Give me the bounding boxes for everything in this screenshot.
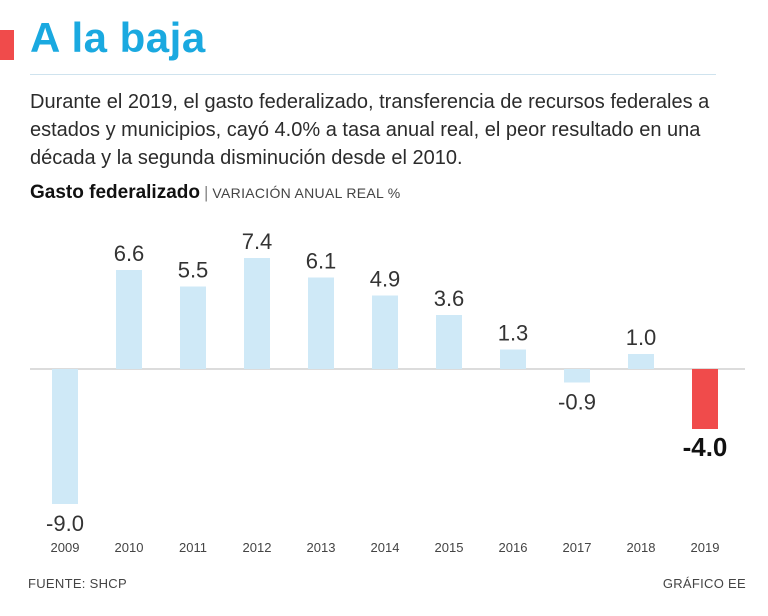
source-note: FUENTE: SHCP	[28, 576, 127, 591]
bar-2019	[692, 369, 718, 429]
value-label-2011: 5.5	[178, 258, 209, 283]
bar-2017	[564, 369, 590, 383]
year-label-2013: 2013	[307, 540, 336, 555]
value-label-2016: 1.3	[498, 321, 529, 346]
year-label-2017: 2017	[563, 540, 592, 555]
bar-2009	[52, 369, 78, 504]
bar-2015	[436, 315, 462, 369]
title-divider	[30, 74, 716, 75]
value-label-2017: -0.9	[558, 390, 596, 415]
year-label-2015: 2015	[435, 540, 464, 555]
bar-2012	[244, 258, 270, 369]
year-label-2014: 2014	[371, 540, 400, 555]
credit-note: GRÁFICO EE	[662, 576, 746, 591]
heading-separator: |	[204, 183, 209, 202]
year-label-2012: 2012	[243, 540, 272, 555]
year-label-2011: 2011	[179, 540, 207, 555]
year-label-2016: 2016	[499, 540, 528, 555]
accent-bar	[0, 30, 14, 60]
value-label-2015: 3.6	[434, 286, 465, 311]
page-title: A la baja	[30, 14, 206, 61]
value-label-2012: 7.4	[242, 229, 273, 254]
year-label-2019: 2019	[691, 540, 720, 555]
bar-2014	[372, 295, 398, 369]
value-label-2018: 1.0	[626, 325, 657, 350]
year-label-2009: 2009	[51, 540, 80, 555]
value-label-2009: -9.0	[46, 511, 84, 536]
year-label-2018: 2018	[627, 540, 656, 555]
bar-2018	[628, 354, 654, 369]
bar-2016	[500, 349, 526, 369]
year-label-2010: 2010	[115, 540, 144, 555]
chart-unit-label: VARIACIÓN ANUAL REAL %	[212, 185, 401, 201]
value-label-2013: 6.1	[306, 249, 337, 274]
value-label-2010: 6.6	[114, 241, 145, 266]
value-label-2014: 4.9	[370, 267, 401, 292]
chart-heading: Gasto federalizado | VARIACIÓN ANUAL REAL …	[30, 182, 401, 204]
bar-2010	[116, 270, 142, 369]
value-label-2019: -4.0	[683, 432, 728, 462]
description: Durante el 2019, el gasto federalizado, …	[30, 91, 710, 169]
bar-2011	[180, 286, 206, 369]
bar-2013	[308, 277, 334, 369]
chart-title: Gasto federalizado	[30, 182, 200, 203]
